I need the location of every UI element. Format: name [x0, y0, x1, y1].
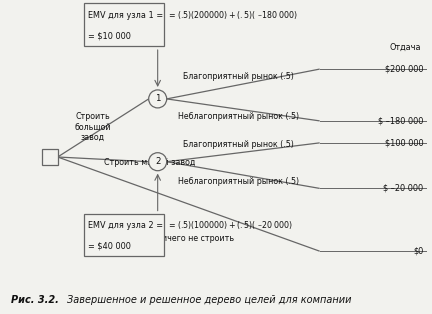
Text: = $10 000: = $10 000: [88, 32, 130, 41]
Bar: [41, 149, 58, 165]
Text: Неблагоприятный рынок (.5): Неблагоприятный рынок (.5): [178, 177, 299, 186]
Text: EMV для узла 2 =: EMV для узла 2 =: [88, 221, 163, 230]
FancyBboxPatch shape: [84, 214, 164, 256]
Text: = (.5)($100 000) + (.5)($ –20 000): = (.5)($100 000) + (.5)($ –20 000): [168, 219, 294, 231]
Text: $100 000: $100 000: [385, 138, 423, 147]
Text: EMV для узла 1 =: EMV для узла 1 =: [88, 11, 163, 19]
Text: Рис. 3.2.: Рис. 3.2.: [11, 295, 59, 305]
Text: Неблагоприятный рынок (.5): Неблагоприятный рынок (.5): [178, 112, 299, 121]
FancyBboxPatch shape: [84, 3, 164, 46]
Text: Благоприятный рынок (.5): Благоприятный рынок (.5): [183, 140, 294, 149]
Text: Ничего не строить: Ничего не строить: [156, 234, 234, 243]
Text: Благоприятный рынок (.5): Благоприятный рынок (.5): [183, 72, 294, 81]
Text: Завершенное и решенное дерево целей для компании: Завершенное и решенное дерево целей для …: [67, 295, 352, 305]
Text: $0: $0: [413, 247, 423, 256]
Text: $ –20 000: $ –20 000: [383, 184, 423, 193]
Text: $200 000: $200 000: [385, 65, 423, 73]
Text: Отдача: Отдача: [390, 43, 421, 51]
Ellipse shape: [149, 90, 167, 108]
Text: Строить
большой
завод: Строить большой завод: [75, 112, 111, 142]
Text: $ –180 000: $ –180 000: [378, 116, 423, 125]
Text: = $40 000: = $40 000: [88, 242, 130, 251]
Text: 2: 2: [155, 157, 160, 166]
Ellipse shape: [149, 153, 167, 171]
Text: = (.5)($200 000) + (.5)($ –180 000): = (.5)($200 000) + (.5)($ –180 000): [168, 9, 299, 21]
Text: 1: 1: [155, 95, 160, 103]
Text: Строить малый завод: Строить малый завод: [104, 158, 195, 167]
